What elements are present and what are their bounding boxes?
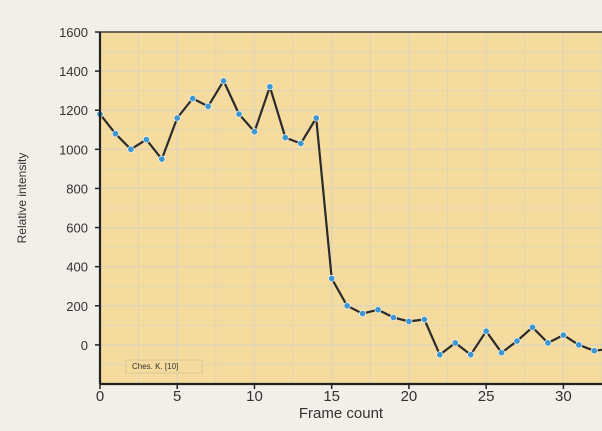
data-point xyxy=(312,114,320,122)
data-point xyxy=(528,323,536,331)
data-point xyxy=(405,317,413,325)
annotation-box: Ches. K. [10] xyxy=(125,359,203,374)
data-point xyxy=(590,347,598,355)
data-point xyxy=(451,339,459,347)
tick-labels: 0 200 400 600 800 1000 1200 1400 1600 0 5 10 15 20 25 3… xyxy=(59,25,572,405)
series-line xyxy=(99,79,602,356)
data-point xyxy=(250,128,258,136)
data-point xyxy=(158,155,166,163)
data-point xyxy=(281,134,289,142)
y-tick-label: 1400 xyxy=(59,64,88,79)
data-point xyxy=(343,302,351,310)
data-points xyxy=(96,77,598,359)
data-point xyxy=(513,337,521,345)
data-point xyxy=(235,110,243,118)
data-point xyxy=(420,315,428,323)
data-point xyxy=(544,339,552,347)
x-tick-label: 5 xyxy=(173,388,181,405)
data-point xyxy=(482,327,490,335)
data-point xyxy=(575,341,583,349)
series-line-layer xyxy=(99,79,602,356)
y-tick-label: 1000 xyxy=(59,142,88,157)
data-point xyxy=(389,314,397,322)
y-tick-label: 1600 xyxy=(59,25,88,40)
data-point xyxy=(111,130,119,138)
data-point xyxy=(127,145,135,153)
data-point xyxy=(436,351,444,359)
data-point xyxy=(220,77,228,85)
y-tick-label: 400 xyxy=(66,260,88,275)
y-tick-label: 600 xyxy=(66,221,88,236)
x-tick-label: 15 xyxy=(323,388,340,405)
data-point xyxy=(204,102,212,110)
data-point xyxy=(374,306,382,314)
x-tick-label: 25 xyxy=(478,388,495,405)
x-tick-label: 20 xyxy=(401,388,418,405)
y-tick-label: 200 xyxy=(66,299,88,314)
data-point xyxy=(359,310,367,318)
data-point xyxy=(173,114,181,122)
data-point xyxy=(297,139,305,147)
data-point xyxy=(189,94,197,102)
axes xyxy=(95,31,602,389)
data-point xyxy=(266,83,274,91)
data-point xyxy=(498,349,506,357)
y-tick-label: 1200 xyxy=(59,103,88,118)
annotation-text: Ches. K. [10] xyxy=(132,362,178,371)
data-point xyxy=(559,331,567,339)
annotation-background xyxy=(125,359,203,374)
x-tick-label: 30 xyxy=(555,388,572,405)
y-axis-title: Relative intensity xyxy=(15,153,29,244)
y-tick-label: 0 xyxy=(81,338,88,353)
data-point xyxy=(328,274,336,282)
x-axis-title: Frame count xyxy=(299,405,384,422)
x-tick-label: 0 xyxy=(96,388,104,405)
data-point xyxy=(467,351,475,359)
data-point xyxy=(142,136,150,144)
x-tick-label: 10 xyxy=(246,388,263,405)
y-tick-label: 800 xyxy=(66,181,88,196)
